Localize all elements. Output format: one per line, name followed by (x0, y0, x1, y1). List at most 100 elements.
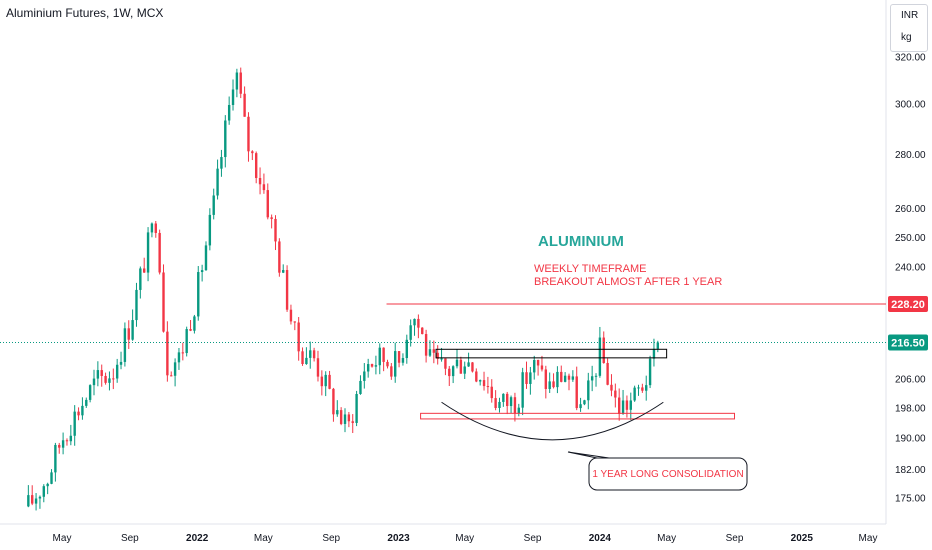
consolidation-arc (441, 401, 664, 441)
candle-body (142, 268, 146, 273)
x-tick-label: May (455, 533, 474, 544)
candle-body (494, 398, 497, 408)
zone-box (435, 348, 668, 359)
candle-body (440, 358, 443, 360)
candle-body (641, 387, 644, 391)
candle-body (451, 366, 455, 377)
candle-body (108, 378, 111, 383)
candle-body (502, 393, 505, 402)
candle-body (575, 376, 578, 409)
candle-body (571, 376, 575, 380)
candle-body (536, 359, 540, 366)
x-tick-label: 2024 (589, 533, 612, 544)
candle-body (401, 358, 405, 363)
candle-body (548, 381, 551, 389)
candle-body (428, 349, 432, 356)
candle-body (444, 358, 447, 369)
candle-body (58, 444, 61, 448)
x-tick-label: Sep (322, 533, 340, 544)
candle-body (529, 372, 532, 384)
candle-body (282, 270, 285, 273)
candle-body (471, 362, 474, 372)
candle-body (181, 352, 185, 354)
candle-body (270, 217, 273, 219)
candle-body (486, 386, 490, 388)
candle-body (324, 374, 327, 387)
x-tick-label: May (657, 533, 676, 544)
candle-body (560, 371, 563, 382)
candle-body (633, 387, 636, 401)
candle-body (254, 153, 258, 178)
currency-unit-selector[interactable]: INR kg (890, 4, 928, 52)
resistance-price-badge-text: 228.20 (891, 299, 925, 311)
candle-body (301, 351, 304, 365)
candle-body (247, 116, 250, 152)
annotation-heading: ALUMINIUM (538, 233, 624, 250)
candle-body (382, 347, 385, 362)
candle-body (432, 349, 436, 353)
candle-body (274, 218, 277, 242)
candle-body (409, 325, 412, 340)
zone-box (420, 412, 735, 420)
candle-body (363, 371, 366, 381)
candle-body (475, 371, 478, 382)
candle-body (285, 270, 289, 310)
last-price-badge (888, 334, 928, 351)
candles (27, 67, 660, 511)
candle-body (197, 272, 200, 317)
candle-body (200, 270, 204, 273)
candle-body (405, 339, 408, 359)
candle-body (625, 400, 629, 410)
candle-body (312, 350, 316, 359)
candle-body (355, 394, 358, 423)
candle-body (637, 387, 640, 389)
candle-body (115, 364, 119, 379)
candle-body (185, 329, 188, 354)
candle-body (135, 289, 138, 321)
x-tick-label: May (254, 533, 273, 544)
candle-body (131, 320, 134, 340)
x-tick-label: Sep (121, 533, 139, 544)
candle-body (235, 72, 239, 90)
candle-body (251, 151, 254, 154)
candle-body (610, 384, 613, 391)
candle-body (239, 72, 242, 94)
candle-body (579, 404, 582, 409)
candle-body (347, 414, 351, 422)
candle-body (517, 407, 520, 414)
candle-body (467, 362, 470, 367)
candle-body (648, 358, 652, 386)
candle-body (513, 397, 517, 414)
candle-body (231, 89, 235, 105)
candle-body (69, 435, 73, 442)
candle-body (305, 357, 308, 365)
candle-body (397, 351, 401, 363)
x-tick-label: 2025 (791, 533, 814, 544)
candle-body (173, 362, 177, 376)
candle-body (478, 380, 482, 382)
candle-body (563, 375, 567, 382)
candle-body (65, 440, 69, 442)
candle-body (583, 400, 586, 405)
candle-body (309, 350, 312, 358)
candle-body (645, 385, 648, 391)
candle-body (150, 223, 154, 233)
candle-body (293, 321, 297, 323)
candle-body (617, 397, 621, 414)
candle-body (343, 414, 347, 424)
candle-body (220, 157, 223, 169)
candle-body (177, 352, 181, 363)
candle-body (378, 347, 381, 366)
candle-body (170, 375, 173, 377)
candle-body (112, 378, 115, 380)
candle-body (417, 318, 420, 328)
candle-body (278, 241, 281, 273)
candle-body (506, 393, 509, 407)
candle-body (455, 359, 459, 367)
candle-body (656, 342, 660, 349)
candle-body (224, 120, 227, 158)
candle-body (166, 331, 169, 376)
candle-body (652, 348, 656, 359)
y-tick-label: 240.00 (895, 263, 926, 274)
